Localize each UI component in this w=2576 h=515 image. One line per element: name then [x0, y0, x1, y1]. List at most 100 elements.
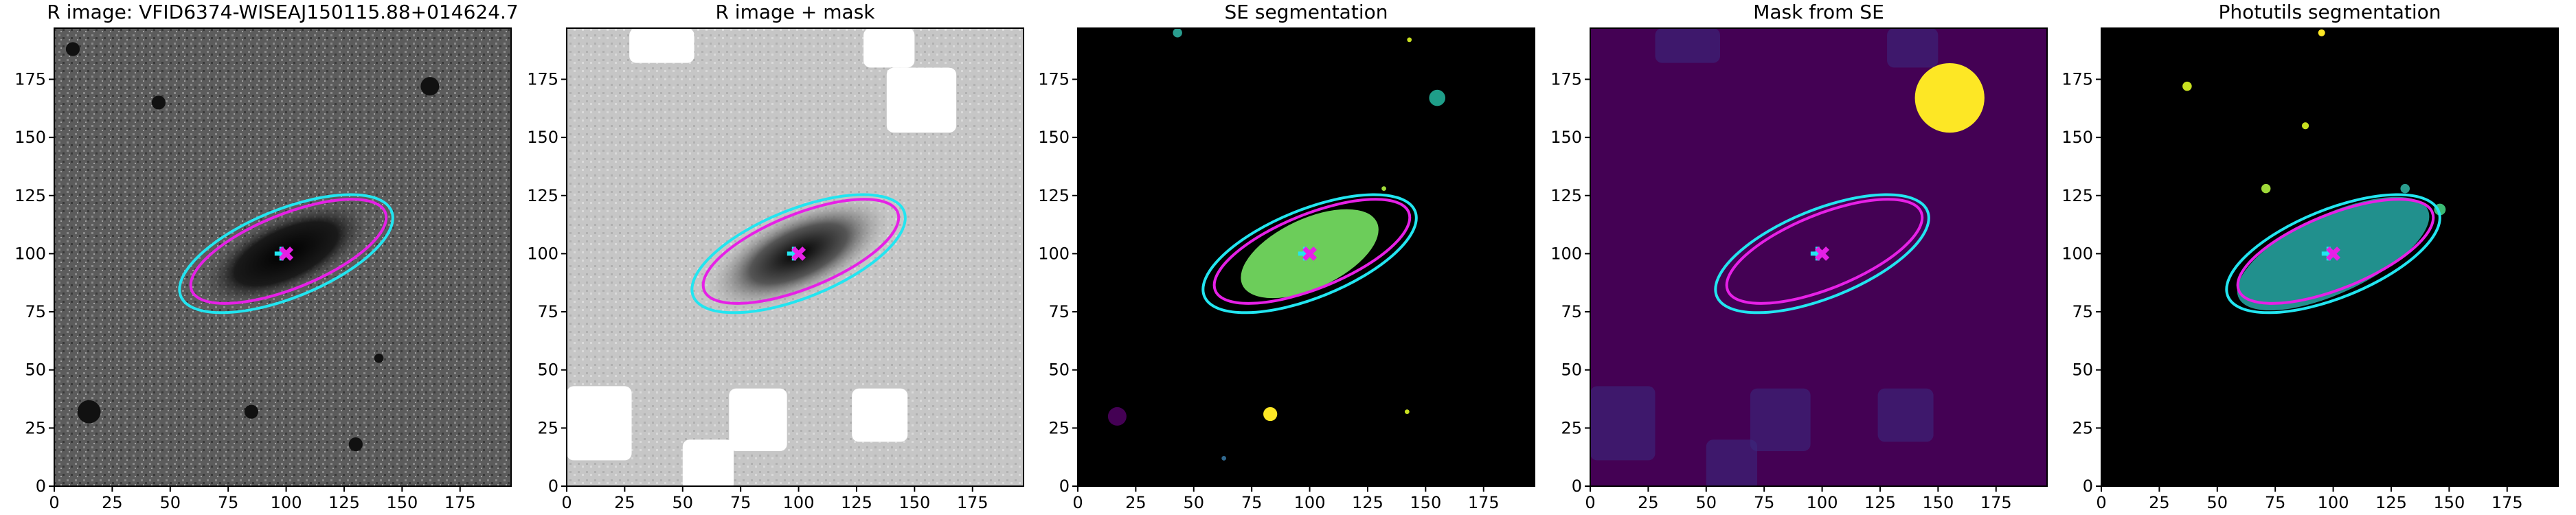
axes-frame — [566, 27, 1024, 487]
mask-region — [1877, 388, 1934, 442]
x-tick-label: 125 — [1352, 493, 1383, 512]
y-tick-label: 0 — [36, 477, 46, 496]
mask-region — [1750, 388, 1811, 451]
x-tick-label: 150 — [386, 493, 418, 512]
x-tick-label: 150 — [1922, 493, 1954, 512]
y-tick-label: 150 — [2061, 128, 2093, 147]
star — [420, 77, 440, 96]
x-tick-label: 175 — [1980, 493, 2012, 512]
panel-title: R image + mask — [715, 1, 875, 23]
x-tick-label: 100 — [1807, 493, 1838, 512]
x-tick-label: 75 — [2265, 493, 2286, 512]
star — [374, 354, 384, 363]
image — [2101, 28, 2558, 486]
mask-region — [1706, 439, 1758, 486]
aperture-magenta — [189, 198, 388, 305]
x-tick-label: 175 — [2492, 493, 2523, 512]
center-magenta — [279, 246, 294, 261]
x-tick-label: 25 — [2149, 493, 2170, 512]
aperture-magenta — [1212, 198, 1412, 305]
aperture-magenta — [2236, 198, 2435, 305]
y-tick-label: 175 — [14, 69, 46, 89]
segment — [2261, 183, 2271, 194]
x-tick-label: 125 — [1864, 493, 1896, 512]
x-tick-label: 125 — [2375, 493, 2407, 512]
panel: R image: VFID6374-WISEAJ150115.88+014624… — [14, 1, 519, 512]
y-tick-label: 100 — [527, 244, 558, 263]
mask-region — [629, 28, 694, 63]
segment — [1404, 409, 1410, 415]
y-tick-label: 50 — [1561, 360, 1582, 380]
y-tick-label: 75 — [25, 302, 46, 321]
y-tick-label: 175 — [1550, 69, 1582, 89]
x-tick-label: 0 — [1585, 493, 1595, 512]
y-tick-label: 0 — [1059, 477, 1070, 496]
y-tick-label: 25 — [2072, 418, 2093, 437]
x-tick-label: 50 — [1696, 493, 1717, 512]
segment — [1107, 407, 1127, 426]
aperture-cyan — [1714, 193, 1930, 314]
y-tick-label: 50 — [25, 360, 46, 380]
y-tick-label: 175 — [2061, 69, 2093, 89]
y-tick-label: 50 — [537, 360, 558, 380]
panel-title: R image: VFID6374-WISEAJ150115.88+014624… — [47, 1, 519, 23]
y-tick-label: 75 — [1048, 302, 1070, 321]
y-tick-label: 150 — [1550, 128, 1582, 147]
mask-region — [1655, 28, 1721, 63]
panel-title: Mask from SE — [1753, 1, 1884, 23]
aperture-cyan — [1201, 193, 1418, 314]
x-tick-label: 25 — [1638, 493, 1659, 512]
x-tick-label: 50 — [2207, 493, 2228, 512]
x-tick-label: 0 — [2096, 493, 2106, 512]
x-tick-label: 150 — [1410, 493, 1441, 512]
y-tick-label: 100 — [1550, 244, 1582, 263]
x-tick-label: 25 — [614, 493, 635, 512]
x-tick-label: 0 — [1072, 493, 1083, 512]
panel-title: SE segmentation — [1225, 1, 1388, 23]
y-tick-label: 50 — [2072, 360, 2093, 380]
aperture-magenta — [701, 198, 901, 305]
mask-region — [852, 388, 908, 442]
y-tick-label: 125 — [1038, 186, 1070, 205]
x-tick-label: 100 — [2318, 493, 2349, 512]
y-tick-label: 50 — [1048, 360, 1070, 380]
y-tick-label: 75 — [2072, 302, 2093, 321]
center-magenta — [1302, 246, 1318, 261]
y-tick-label: 0 — [1572, 477, 1582, 496]
segment — [1221, 455, 1227, 461]
segment — [2301, 122, 2309, 130]
x-tick-label: 0 — [561, 493, 572, 512]
y-tick-label: 150 — [527, 128, 558, 147]
y-tick-label: 175 — [1038, 69, 1070, 89]
y-tick-label: 125 — [14, 186, 46, 205]
x-tick-label: 50 — [160, 493, 181, 512]
x-tick-label: 175 — [957, 493, 988, 512]
y-tick-label: 0 — [548, 477, 558, 496]
mask-region — [1590, 386, 1656, 461]
y-tick-label: 100 — [1038, 244, 1070, 263]
x-tick-label: 175 — [444, 493, 476, 512]
mask-region — [863, 28, 915, 68]
segment — [1173, 28, 1182, 38]
segment — [1429, 89, 1446, 106]
y-tick-label: 175 — [527, 69, 558, 89]
x-tick-label: 50 — [673, 493, 694, 512]
segment — [2318, 29, 2325, 36]
x-tick-label: 75 — [218, 493, 239, 512]
aperture-cyan — [2225, 193, 2441, 314]
y-tick-label: 150 — [14, 128, 46, 147]
panel: R image + mask 0 25 50 75 100 125 150 175 0 25 50 75… — [527, 1, 1024, 512]
star — [65, 42, 80, 56]
aperture-cyan — [690, 193, 907, 314]
x-tick-label: 75 — [730, 493, 752, 512]
y-tick-label: 100 — [14, 244, 46, 263]
aperture-magenta — [1725, 198, 1924, 305]
mask-region — [682, 439, 734, 486]
panel: Mask from SE 0 25 50 75 100 125 150 175 0 25 50 75 10… — [1550, 1, 2048, 512]
x-tick-label: 25 — [102, 493, 123, 512]
y-tick-label: 25 — [537, 418, 558, 437]
y-tick-label: 75 — [537, 302, 558, 321]
star — [244, 404, 259, 419]
image — [567, 28, 1024, 486]
y-tick-label: 0 — [2083, 477, 2093, 496]
